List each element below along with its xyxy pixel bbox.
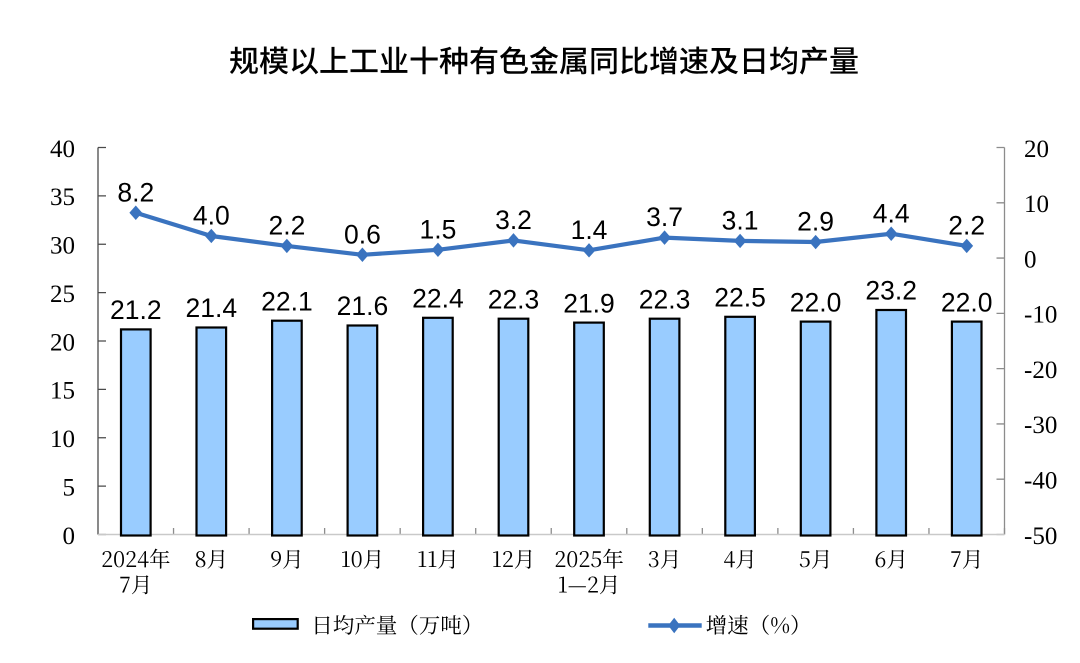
svg-text:20: 20 (50, 329, 75, 356)
svg-text:22.5: 22.5 (714, 283, 766, 313)
svg-text:-40: -40 (1024, 468, 1057, 495)
svg-text:5: 5 (63, 474, 76, 501)
svg-text:8.2: 8.2 (117, 177, 154, 207)
svg-text:21.9: 21.9 (563, 288, 615, 318)
svg-text:2.2: 2.2 (948, 211, 985, 241)
svg-text:22.0: 22.0 (941, 287, 993, 317)
svg-text:3.7: 3.7 (646, 202, 683, 232)
svg-text:21.2: 21.2 (110, 295, 162, 325)
svg-text:10: 10 (50, 426, 75, 453)
svg-text:10: 10 (1024, 191, 1049, 218)
svg-text:15: 15 (50, 378, 75, 405)
svg-text:25: 25 (50, 281, 75, 308)
svg-text:0.6: 0.6 (344, 219, 381, 249)
svg-text:1.5: 1.5 (419, 214, 456, 244)
svg-text:-10: -10 (1024, 302, 1057, 329)
svg-text:-20: -20 (1024, 357, 1057, 384)
svg-text:23.2: 23.2 (865, 276, 917, 306)
svg-text:-30: -30 (1024, 412, 1057, 439)
svg-text:30: 30 (50, 233, 75, 260)
svg-text:22.3: 22.3 (488, 284, 540, 314)
svg-text:22.1: 22.1 (261, 286, 313, 316)
svg-text:2.2: 2.2 (268, 211, 305, 241)
svg-text:35: 35 (50, 184, 75, 211)
svg-text:21.4: 21.4 (186, 293, 238, 323)
svg-text:22.4: 22.4 (412, 284, 464, 314)
svg-text:0: 0 (63, 523, 76, 550)
svg-text:3.1: 3.1 (722, 206, 759, 236)
svg-text:20: 20 (1024, 136, 1049, 163)
svg-text:22.0: 22.0 (790, 287, 842, 317)
svg-text:40: 40 (50, 136, 75, 163)
svg-text:4.0: 4.0 (193, 201, 230, 231)
svg-text:-50: -50 (1024, 523, 1057, 550)
svg-text:21.6: 21.6 (337, 291, 389, 321)
svg-text:3.2: 3.2 (495, 205, 532, 235)
svg-text:0: 0 (1024, 246, 1037, 273)
svg-text:2.9: 2.9 (797, 207, 834, 237)
svg-text:22.3: 22.3 (639, 284, 691, 314)
svg-text:4.4: 4.4 (873, 198, 910, 228)
svg-text:1.4: 1.4 (571, 215, 608, 245)
